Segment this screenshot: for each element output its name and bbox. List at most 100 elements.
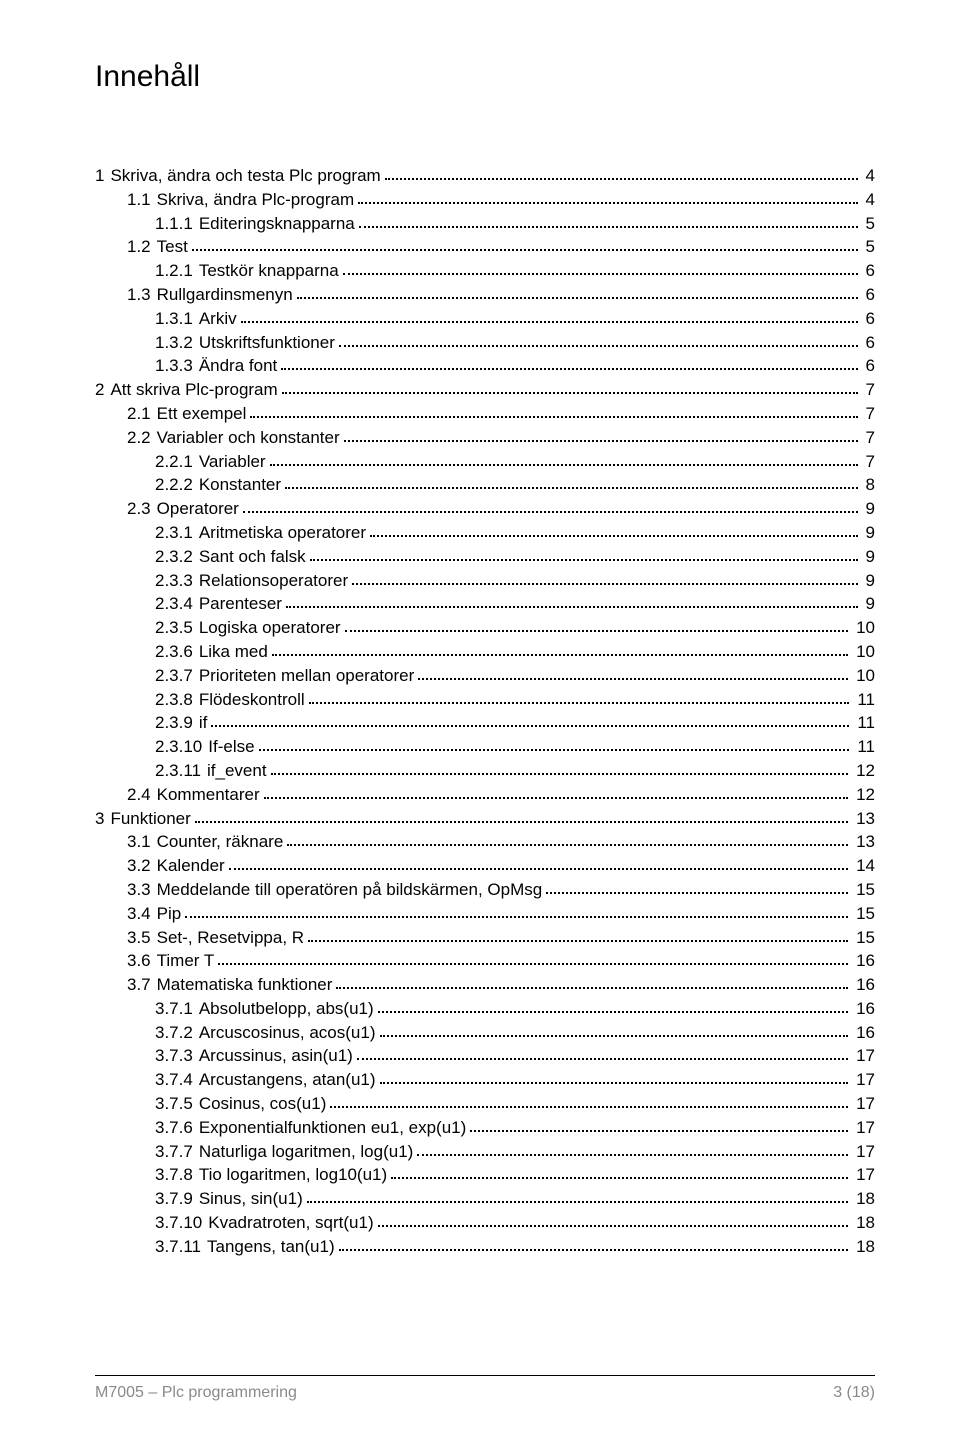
- toc-page-number: 7: [862, 450, 875, 474]
- toc-entry[interactable]: 3.7.2Arcuscosinus, acos(u1)16: [95, 1021, 875, 1045]
- toc-page-number: 15: [852, 878, 875, 902]
- toc-leader-dots: [310, 559, 858, 561]
- toc-entry[interactable]: 3.4Pip15: [95, 902, 875, 926]
- toc-entry[interactable]: 1.1Skriva, ändra Plc-program4: [95, 188, 875, 212]
- toc-leader-dots: [211, 725, 849, 727]
- toc-leader-dots: [297, 297, 858, 299]
- toc-leader-dots: [287, 844, 848, 846]
- toc-number: 1.3.2: [155, 331, 199, 355]
- toc-entry[interactable]: 3.7.10Kvadratroten, sqrt(u1)18: [95, 1211, 875, 1235]
- toc-number: 3.7.5: [155, 1092, 199, 1116]
- toc-entry[interactable]: 3.7.9Sinus, sin(u1)18: [95, 1187, 875, 1211]
- toc-entry[interactable]: 2.1Ett exempel7: [95, 402, 875, 426]
- toc-entry[interactable]: 1.2Test5: [95, 235, 875, 259]
- toc-page-number: 10: [852, 664, 875, 688]
- toc-number: 3.7.10: [155, 1211, 208, 1235]
- toc-leader-dots: [339, 345, 858, 347]
- toc-entry[interactable]: 3.7.7Naturliga logaritmen, log(u1)17: [95, 1140, 875, 1164]
- toc-number: 3: [95, 807, 110, 831]
- toc-page-number: 13: [852, 830, 875, 854]
- toc-entry[interactable]: 2.3.11if_event12: [95, 759, 875, 783]
- toc-page-number: 6: [862, 307, 875, 331]
- toc-entry[interactable]: 1.3Rullgardinsmenyn6: [95, 283, 875, 307]
- toc-leader-dots: [241, 321, 858, 323]
- toc-entry[interactable]: 2.3.8Flödeskontroll11: [95, 688, 875, 712]
- toc-label: Testkör knapparna: [199, 259, 339, 283]
- toc-number: 1.2.1: [155, 259, 199, 283]
- toc-entry[interactable]: 3Funktioner13: [95, 807, 875, 831]
- toc-number: 3.7.8: [155, 1163, 199, 1187]
- toc-entry[interactable]: 1.1.1Editeringsknapparna5: [95, 212, 875, 236]
- toc-leader-dots: [192, 249, 858, 251]
- toc-entry[interactable]: 3.5Set-, Resetvippa, R15: [95, 926, 875, 950]
- toc-number: 3.2: [127, 854, 157, 878]
- toc-entry[interactable]: 2.3.10If-else11: [95, 735, 875, 759]
- toc-entry[interactable]: 3.7.1Absolutbelopp, abs(u1)16: [95, 997, 875, 1021]
- toc-entry[interactable]: 3.7.8Tio logaritmen, log10(u1)17: [95, 1163, 875, 1187]
- toc-leader-dots: [359, 226, 858, 228]
- toc-entry[interactable]: 3.7.11Tangens, tan(u1)18: [95, 1235, 875, 1259]
- toc-label: Kalender: [157, 854, 225, 878]
- toc-leader-dots: [418, 678, 848, 680]
- toc-entry[interactable]: 3.7.6Exponentialfunktionen eu1, exp(u1)1…: [95, 1116, 875, 1140]
- toc-label: Att skriva Plc-program: [110, 378, 277, 402]
- toc-number: 2.2.1: [155, 450, 199, 474]
- toc-leader-dots: [285, 487, 857, 489]
- toc-entry[interactable]: 2.3.5Logiska operatorer10: [95, 616, 875, 640]
- toc-entry[interactable]: 3.2Kalender14: [95, 854, 875, 878]
- toc-entry[interactable]: 2.3.9if11: [95, 711, 875, 735]
- toc-page-number: 7: [862, 426, 875, 450]
- toc-page-number: 9: [862, 521, 875, 545]
- toc-entry[interactable]: 2.3.7Prioriteten mellan operatorer10: [95, 664, 875, 688]
- toc-entry[interactable]: 3.6Timer T16: [95, 949, 875, 973]
- toc-page-number: 16: [852, 973, 875, 997]
- toc-entry[interactable]: 2.2.1Variabler7: [95, 450, 875, 474]
- toc-number: 3.3: [127, 878, 157, 902]
- toc-entry[interactable]: 3.7.3Arcussinus, asin(u1)17: [95, 1044, 875, 1068]
- toc-page-number: 13: [852, 807, 875, 831]
- toc-number: 2.1: [127, 402, 157, 426]
- toc-page-number: 16: [852, 997, 875, 1021]
- toc-number: 2.3.5: [155, 616, 199, 640]
- toc-entry[interactable]: 1Skriva, ändra och testa Plc program4: [95, 164, 875, 188]
- toc-number: 3.4: [127, 902, 157, 926]
- toc-label: Meddelande till operatören på bildskärme…: [157, 878, 543, 902]
- toc-entry[interactable]: 2.3Operatorer9: [95, 497, 875, 521]
- toc-entry[interactable]: 2.4Kommentarer12: [95, 783, 875, 807]
- page-title: Innehåll: [95, 60, 875, 94]
- toc-number: 3.7.6: [155, 1116, 199, 1140]
- toc-entry[interactable]: 2.2Variabler och konstanter7: [95, 426, 875, 450]
- toc-entry[interactable]: 3.7.5Cosinus, cos(u1)17: [95, 1092, 875, 1116]
- toc-label: Arcustangens, atan(u1): [199, 1068, 376, 1092]
- toc-number: 2.3.4: [155, 592, 199, 616]
- toc-number: 2.3.2: [155, 545, 199, 569]
- toc-entry[interactable]: 3.1Counter, räknare13: [95, 830, 875, 854]
- toc-entry[interactable]: 2.3.3Relationsoperatorer9: [95, 569, 875, 593]
- toc-entry[interactable]: 1.2.1Testkör knapparna6: [95, 259, 875, 283]
- toc-entry[interactable]: 2.2.2Konstanter8: [95, 473, 875, 497]
- toc-entry[interactable]: 2.3.6Lika med10: [95, 640, 875, 664]
- toc-label: Editeringsknapparna: [199, 212, 355, 236]
- toc-page-number: 15: [852, 902, 875, 926]
- toc-entry[interactable]: 2.3.4Parenteser9: [95, 592, 875, 616]
- toc-entry[interactable]: 2.3.2Sant och falsk9: [95, 545, 875, 569]
- toc-label: Set-, Resetvippa, R: [157, 926, 304, 950]
- toc-page-number: 10: [852, 616, 875, 640]
- toc-leader-dots: [282, 392, 858, 394]
- toc-entry[interactable]: 1.3.3Ändra font6: [95, 354, 875, 378]
- toc-entry[interactable]: 3.7Matematiska funktioner16: [95, 973, 875, 997]
- toc-leader-dots: [385, 178, 858, 180]
- toc-number: 2.3.8: [155, 688, 199, 712]
- toc-label: Kommentarer: [157, 783, 260, 807]
- toc-page-number: 4: [862, 164, 875, 188]
- toc-label: Tio logaritmen, log10(u1): [199, 1163, 387, 1187]
- toc-entry[interactable]: 1.3.1Arkiv6: [95, 307, 875, 331]
- toc-leader-dots: [271, 773, 849, 775]
- toc-entry[interactable]: 3.3Meddelande till operatören på bildskä…: [95, 878, 875, 902]
- toc-leader-dots: [391, 1177, 848, 1179]
- toc-label: Lika med: [199, 640, 268, 664]
- toc-entry[interactable]: 2Att skriva Plc-program7: [95, 378, 875, 402]
- toc-entry[interactable]: 1.3.2Utskriftsfunktioner6: [95, 331, 875, 355]
- toc-entry[interactable]: 3.7.4Arcustangens, atan(u1)17: [95, 1068, 875, 1092]
- toc-entry[interactable]: 2.3.1Aritmetiska operatorer9: [95, 521, 875, 545]
